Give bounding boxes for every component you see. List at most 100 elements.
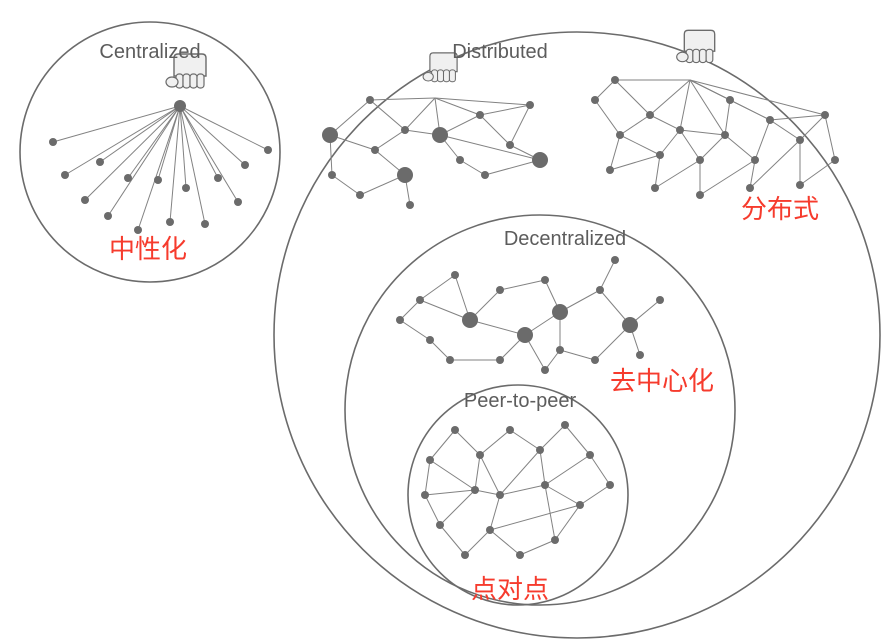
distributed-right-edge bbox=[800, 160, 835, 185]
distributed-right-edge bbox=[595, 80, 615, 100]
distributed-right-node bbox=[796, 181, 804, 189]
distributed-right-edge bbox=[595, 100, 620, 135]
centralized-edge bbox=[180, 106, 218, 178]
peer-edge bbox=[555, 505, 580, 540]
decentralized-edge bbox=[420, 300, 470, 320]
distributed-right-edge bbox=[770, 115, 825, 120]
distributed-right-node bbox=[651, 184, 659, 192]
peer-edge bbox=[500, 450, 540, 495]
distributed-right-node bbox=[746, 184, 754, 192]
decentralized_cn-label: 去中心化 bbox=[610, 366, 714, 396]
centralized-node bbox=[234, 198, 242, 206]
decentralized-node bbox=[556, 346, 564, 354]
network-topology-diagram: CentralizedDistributedDecentralizedPeer-… bbox=[0, 0, 881, 642]
centralized-hub-node bbox=[174, 100, 186, 112]
decentralized-edge bbox=[470, 320, 525, 335]
peer-edge bbox=[590, 455, 610, 485]
decentralized-node bbox=[656, 296, 664, 304]
distributed-right-node bbox=[721, 131, 729, 139]
distributed-right-node bbox=[696, 191, 704, 199]
peer-edge bbox=[545, 485, 580, 505]
centralized-edge bbox=[180, 106, 205, 224]
distributed-right-edge bbox=[650, 115, 680, 130]
peer-node bbox=[536, 446, 544, 454]
peer-edge bbox=[440, 490, 475, 525]
peer-edge bbox=[425, 460, 430, 495]
distributed-left-node bbox=[481, 171, 489, 179]
peer-edge bbox=[430, 430, 455, 460]
distributed-left-node bbox=[366, 96, 374, 104]
distributed-left-node bbox=[397, 167, 413, 183]
fist-finger bbox=[190, 74, 197, 88]
centralized-node bbox=[81, 196, 89, 204]
distributed-right-node bbox=[646, 111, 654, 119]
centralized-edge bbox=[108, 106, 180, 216]
distributed-left-node bbox=[526, 101, 534, 109]
peer-node bbox=[461, 551, 469, 559]
decentralized-node bbox=[396, 316, 404, 324]
fist-finger bbox=[444, 70, 450, 82]
peer-edge bbox=[440, 525, 465, 555]
centralized-edge bbox=[138, 106, 180, 230]
distributed-left-node bbox=[432, 127, 448, 143]
distributed-region-circle bbox=[274, 32, 880, 638]
peer-edge bbox=[490, 495, 500, 530]
distributed-right-node bbox=[796, 136, 804, 144]
decentralized-node bbox=[416, 296, 424, 304]
distributed-right-edge bbox=[730, 100, 770, 120]
distributed-left-edge bbox=[480, 115, 510, 145]
peer-node bbox=[436, 521, 444, 529]
peer-node bbox=[606, 481, 614, 489]
decentralized-edge bbox=[400, 320, 430, 340]
peer-edge bbox=[480, 430, 510, 455]
centralized-node bbox=[104, 212, 112, 220]
distributed-right-edge bbox=[610, 135, 620, 170]
decentralized-node bbox=[426, 336, 434, 344]
fist-finger bbox=[197, 74, 204, 88]
fist-thumb bbox=[677, 52, 688, 62]
distributed-right-edge bbox=[680, 130, 700, 160]
peer-node bbox=[451, 426, 459, 434]
peer-edge bbox=[510, 430, 540, 450]
distributed-left-edge bbox=[435, 98, 530, 105]
decentralized-edge bbox=[500, 280, 545, 290]
centralized_en-label: Centralized bbox=[99, 41, 200, 63]
distributed-right-node bbox=[831, 156, 839, 164]
decentralized-node bbox=[596, 286, 604, 294]
distributed-left-node bbox=[532, 152, 548, 168]
distributed-right-edge bbox=[655, 155, 660, 188]
distributed-right-edge bbox=[610, 155, 660, 170]
decentralized-node bbox=[446, 356, 454, 364]
distributed-right-node bbox=[726, 96, 734, 104]
centralized-node bbox=[96, 158, 104, 166]
distributed_en-label: Distributed bbox=[452, 41, 548, 63]
distributed-right-edge bbox=[750, 140, 800, 188]
distributed-left-node bbox=[476, 111, 484, 119]
centralized-node bbox=[49, 138, 57, 146]
peer-edge bbox=[455, 430, 480, 455]
peer-edge bbox=[425, 495, 440, 525]
distributed-left-edge bbox=[332, 175, 360, 195]
distributed-right-edge bbox=[660, 130, 680, 155]
peer-edge bbox=[500, 485, 545, 495]
distributed-left-node bbox=[356, 191, 364, 199]
fist-icon bbox=[677, 30, 715, 62]
centralized-edge bbox=[180, 106, 245, 165]
distributed-left-node bbox=[401, 126, 409, 134]
peer_cn-label: 点对点 bbox=[471, 574, 549, 604]
peer-network bbox=[421, 421, 614, 559]
peer-edge bbox=[475, 455, 480, 490]
peer-edge bbox=[545, 455, 590, 485]
centralized-network bbox=[49, 100, 272, 234]
distributed-right-node bbox=[656, 151, 664, 159]
peer-edge bbox=[565, 425, 590, 455]
distributed-right-node bbox=[591, 96, 599, 104]
distributed-left-node bbox=[506, 141, 514, 149]
distributed-left-edge bbox=[375, 130, 405, 150]
centralized-edge bbox=[128, 106, 180, 178]
decentralized-node bbox=[591, 356, 599, 364]
decentralized-node bbox=[541, 366, 549, 374]
distributed-left-network bbox=[322, 96, 548, 209]
distributed-left-node bbox=[456, 156, 464, 164]
distributed-left-edge bbox=[480, 105, 530, 115]
